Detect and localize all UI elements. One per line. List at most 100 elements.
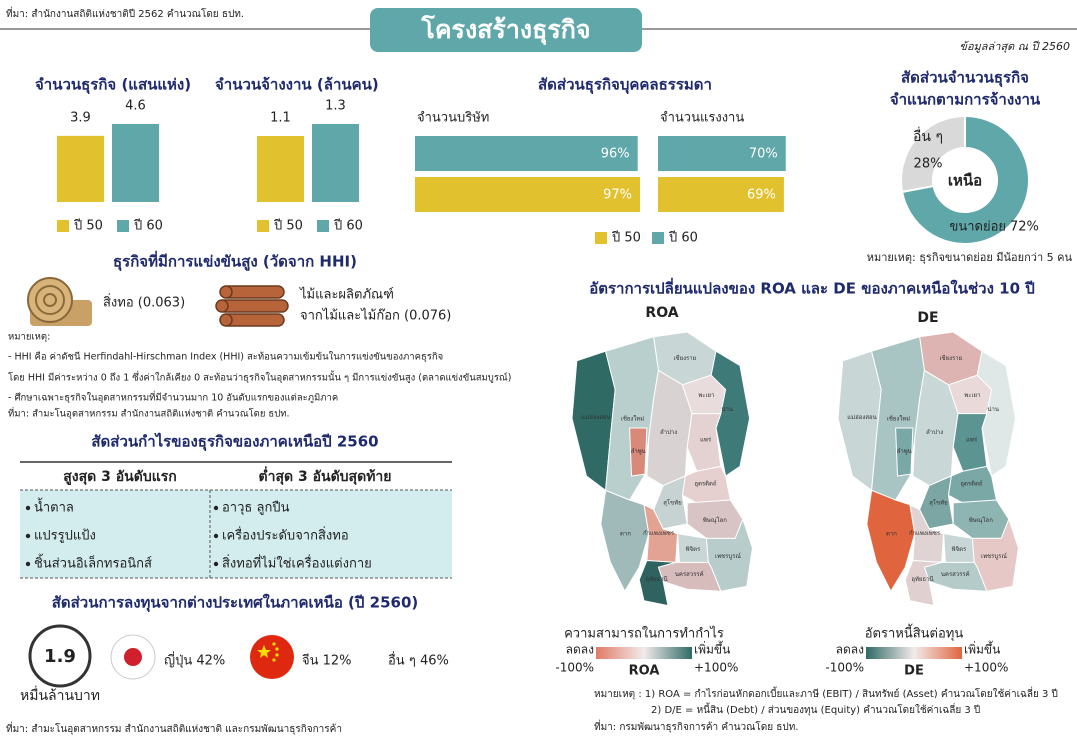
province-label: เชียงใหม่ <box>887 414 910 422</box>
legend-swatch <box>117 220 129 232</box>
legend-scale <box>596 647 692 659</box>
fdi-item: จีน 12% <box>302 653 352 669</box>
value-label: 70% <box>749 147 778 162</box>
province-label: อุตรดิตถ์ <box>694 479 717 487</box>
note: 2) D/E = หนี้สิน (Debt) / ส่วนของทุน (Eq… <box>651 702 980 716</box>
province-label: พิษณุโลก <box>969 516 993 524</box>
province <box>600 489 650 593</box>
slice-value: 28% <box>914 157 943 172</box>
bar <box>658 177 784 212</box>
legend-title: ความสามารถในการทำกำไร <box>564 626 724 642</box>
province <box>976 350 1017 477</box>
province-label: ลำพูน <box>631 448 646 455</box>
province <box>909 503 945 563</box>
province-label: พะเยา <box>698 392 714 399</box>
chart-title: จำแนกตามการจ้างงาน <box>890 91 1041 109</box>
japan-flag <box>110 634 156 680</box>
legend-min: -100% <box>825 661 864 675</box>
province-label: เชียงราย <box>673 354 696 362</box>
province <box>904 559 942 607</box>
note: หมายเหตุ: <box>8 332 50 343</box>
source: ที่มา: สำมะโนอุตสาหกรรม สำนักงานสถิติแห่… <box>6 721 342 735</box>
slice-label: อื่น ๆ <box>913 127 943 145</box>
legend-scale <box>866 647 962 659</box>
province-label: แพร่ <box>966 437 978 444</box>
province <box>638 559 676 607</box>
section-title: สัดส่วนกำไรของธุรกิจของภาคเหนือปี 2560 <box>91 432 378 452</box>
page-title: โครงสร้างธุรกิจ <box>420 14 590 46</box>
source: ที่มา: สำนักงานสถิติแห่งชาติปี 2562 คำนว… <box>6 6 244 20</box>
bullet <box>213 561 219 567</box>
province-label: เชียงราย <box>939 354 962 362</box>
chart-title: สัดส่วนจำนวนธุรกิจ <box>901 69 1029 88</box>
province-label: อุทัยธานี <box>645 575 667 583</box>
value-label: 3.9 <box>70 110 91 125</box>
bullet <box>213 505 219 511</box>
panel-label: จำนวนบริษัท <box>417 111 489 126</box>
province-label: ลำปาง <box>926 429 943 436</box>
table-header: สูงสุด 3 อันดับแรก <box>63 469 176 485</box>
legend-low: ลดลง <box>566 643 594 657</box>
province-label: นครสวรรค์ <box>675 570 704 578</box>
province-label: พะเยา <box>964 392 980 399</box>
bar <box>312 124 359 202</box>
province <box>643 503 679 563</box>
legend-swatch <box>652 232 664 244</box>
table-cell: น้ำตาล <box>34 498 74 516</box>
map-label: ROA <box>645 305 678 321</box>
province-label: น่าน <box>987 406 999 413</box>
fdi-unit: หมื่นล้านบาท <box>20 686 100 704</box>
table-cell: อาวุธ ลูกปืน <box>222 500 290 516</box>
province-label: ลำปาง <box>660 429 677 436</box>
legend-title: อัตราหนี้สินต่อทุน <box>865 624 964 642</box>
legend-max: +100% <box>964 661 1008 675</box>
province-label: กำแพงเพชร <box>909 530 941 537</box>
bullet <box>213 533 219 539</box>
section-title: ธุรกิจที่มีการแข่งขันสูง (วัดจาก HHI) <box>113 251 357 272</box>
bar <box>57 135 104 202</box>
province-label: ตาก <box>620 531 631 538</box>
donut-hole <box>934 149 996 211</box>
province-label: เพชรบูรณ์ <box>715 552 741 560</box>
note: ที่มา: กรมพัฒนาธุรกิจการค้า คำนวณโดย ธปท… <box>594 719 799 733</box>
province <box>895 427 914 477</box>
bar <box>658 136 786 171</box>
province-label: ตาก <box>886 531 897 538</box>
panel-label: จำนวนแรงงาน <box>660 111 744 126</box>
province <box>629 427 648 477</box>
chart-title: จำนวนธุรกิจ (แสนแห่ง) <box>35 76 191 95</box>
bar <box>415 136 638 171</box>
table-cell: ชิ้นส่วนอิเล็กทรอนิกส์ <box>34 554 152 572</box>
province-label: เชียงใหม่ <box>621 414 644 422</box>
note: - ศึกษาเฉพาะธุรกิจในอุตสาหกรรมที่มีจำนวน… <box>8 391 338 404</box>
table-body <box>20 490 452 578</box>
fdi-item: อื่น ๆ 46% <box>388 652 449 669</box>
value-label: 69% <box>747 188 776 203</box>
slice-label: ขนาดย่อย <box>949 220 1006 235</box>
fdi-total: 1.9 <box>44 646 76 667</box>
donut-slice <box>900 114 966 194</box>
province-label: แม่ฮ่องสอน <box>581 414 610 421</box>
note: โดย HHI มีค่าระหว่าง 0 ถึง 1 ซึ่งค่าใกล้… <box>8 371 511 384</box>
legend-swatch <box>257 220 269 232</box>
legend-label: ปี 50 <box>611 230 641 246</box>
table-cell: เครื่องประดับจากสิ่งทอ <box>222 527 349 544</box>
value-label: 96% <box>601 147 630 162</box>
legend-name: ROA <box>629 664 660 679</box>
note: หมายเหตุ: ธุรกิจขนาดย่อย มีน้อยกว่า 5 คน <box>867 251 1073 264</box>
china-flag <box>250 635 294 679</box>
province-label: น่าน <box>721 406 733 413</box>
province-label: นครสวรรค์ <box>941 570 970 578</box>
center-label: เหนือ <box>948 172 982 190</box>
province-label: เพชรบูรณ์ <box>981 552 1007 560</box>
map-label: DE <box>917 310 938 326</box>
province-label: แพร่ <box>700 437 712 444</box>
province-label: พิษณุโลก <box>703 516 727 524</box>
bar <box>257 136 304 202</box>
province <box>710 350 751 477</box>
legend-label: ปี 50 <box>73 218 103 234</box>
note: - HHI คือ ค่าดัชนี Herfindahl-Hirschman … <box>8 351 443 363</box>
province-label: พิจิตร <box>686 546 701 553</box>
province-label: ลำพูน <box>897 448 912 455</box>
hhi-item: สิ่งทอ (0.063) <box>103 294 185 311</box>
